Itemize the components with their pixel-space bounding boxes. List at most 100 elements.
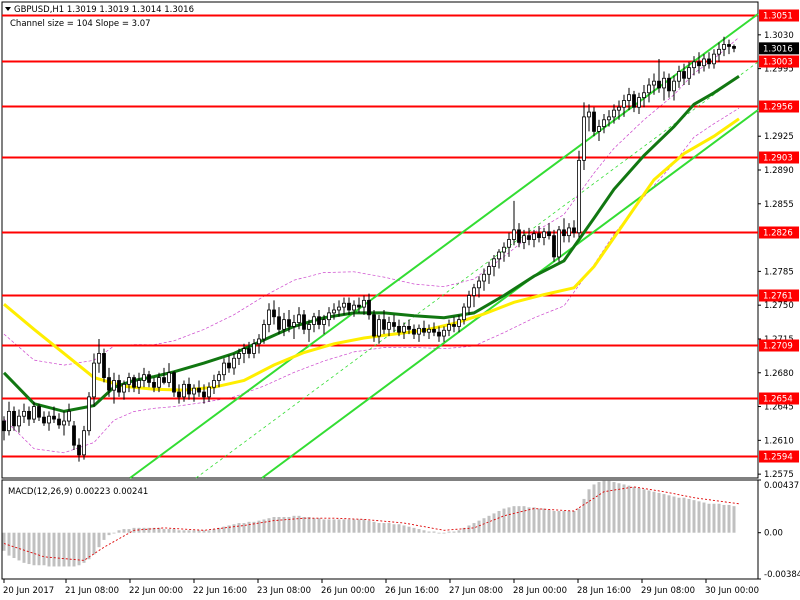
macd-histogram: [2, 480, 736, 567]
candle-body-bull: [612, 109, 616, 118]
candle-body-bull: [377, 319, 381, 337]
dropdown-triangle-icon[interactable]: [5, 7, 11, 11]
current-price-tag: [759, 42, 799, 55]
macd-bar: [157, 527, 161, 533]
level-price-tag: [759, 100, 799, 113]
candle-body-bull: [627, 94, 631, 101]
candle-body-bull: [312, 316, 316, 325]
macd-bar: [257, 520, 261, 533]
macd-bar: [657, 492, 661, 533]
level-price-label: 1.3051: [763, 12, 793, 22]
candle-body-bull: [442, 329, 446, 337]
macd-bar: [692, 500, 696, 533]
candle-body-bear: [287, 319, 291, 327]
candle-body-bull: [622, 100, 626, 108]
macd-bar: [577, 508, 581, 533]
macd-bar: [447, 531, 451, 533]
price-panel[interactable]: [1, 1, 759, 479]
macd-bar: [582, 498, 586, 533]
macd-bar: [467, 525, 471, 533]
macd-signal-path: [3, 486, 740, 561]
candle-body-bear: [27, 410, 31, 420]
price-tick-label: 1.2575: [764, 470, 794, 480]
candle-body-bear: [197, 387, 201, 393]
macd-bar: [662, 494, 666, 533]
candle-body-bull: [427, 328, 431, 333]
macd-tick-label: -0.00384: [764, 570, 800, 580]
candle-body-bull: [62, 420, 66, 426]
macd-bar: [32, 532, 36, 566]
candle-body-bull: [507, 239, 511, 248]
channel-lower-line: [261, 109, 759, 479]
candle-body-bull: [457, 319, 461, 327]
macd-bar: [22, 532, 26, 563]
candle-body-bear: [697, 61, 701, 67]
candle-body-bull: [112, 380, 116, 391]
time-tick-label: 28 Jun 16:00: [577, 586, 631, 596]
macd-bar: [567, 510, 571, 533]
candle-body-bull: [557, 229, 561, 258]
candle-body-bull: [222, 362, 226, 376]
price-panel-frame: [1, 1, 759, 479]
candle-body-bear: [72, 425, 76, 446]
time-tick-label: 29 Jun 08:00: [641, 586, 695, 596]
candle-body-bear: [657, 80, 661, 89]
candle-body-bear: [397, 326, 401, 333]
macd-bar: [637, 488, 641, 533]
macd-bar: [52, 532, 56, 567]
macd-tick-label: 0.00: [764, 529, 783, 539]
macd-bar: [417, 529, 421, 533]
candle-body-bull: [532, 233, 536, 240]
candle-body-bull: [472, 287, 476, 296]
candle-body-bear: [37, 406, 41, 418]
candle-body-bear: [12, 410, 16, 427]
candle-body-bull: [692, 61, 696, 69]
candle-body-bear: [412, 328, 416, 335]
candle-body-bull: [482, 273, 486, 282]
candle-body-bear: [732, 46, 736, 49]
macd-bar: [317, 518, 321, 533]
level-price-tag: [759, 392, 799, 405]
price-tick-label: 1.2750: [764, 301, 794, 311]
macd-bar: [272, 517, 276, 533]
candle-body-bear: [132, 377, 136, 388]
candle-body-bull: [702, 58, 706, 67]
macd-bar: [332, 519, 336, 533]
macd-bar: [522, 506, 526, 533]
candle-body-bear: [407, 326, 411, 330]
macd-bar: [592, 484, 596, 533]
candle-body-bull: [32, 406, 36, 420]
macd-bar: [557, 510, 561, 533]
macd-bar: [302, 517, 306, 533]
macd-bar: [367, 520, 371, 533]
candle-body-bull: [257, 338, 261, 345]
candle-body-bull: [597, 126, 601, 132]
level-price-tag: [759, 450, 799, 463]
macd-bar: [697, 501, 701, 533]
macd-bar: [687, 498, 691, 533]
level-price-label: 1.2594: [763, 453, 793, 463]
time-tick-label: 22 Jun 00:00: [129, 586, 183, 596]
macd-bar: [432, 531, 436, 533]
chart-title: GBPUSD,H1 1.3019 1.3019 1.3014 1.3016: [14, 5, 194, 15]
candle-body-bull: [662, 77, 666, 89]
macd-bar: [287, 517, 291, 533]
level-price-tag: [759, 289, 799, 302]
macd-bar: [572, 510, 576, 533]
level-price-label: 1.2826: [763, 229, 793, 239]
macd-bar: [97, 532, 101, 548]
candle-body-bear: [42, 416, 46, 424]
macd-panel[interactable]: MACD(12,26,9) 0.00223 0.00241: [1, 479, 759, 580]
level-price-label: 1.2903: [763, 154, 793, 164]
macd-bar: [172, 529, 176, 533]
candle-body-bear: [52, 415, 56, 420]
time-tick-label: 21 Jun 08:00: [65, 586, 119, 596]
candle-body-bull: [167, 372, 171, 383]
candle-body-bull: [157, 377, 161, 388]
macd-bar: [107, 532, 111, 536]
macd-bar: [87, 532, 91, 560]
macd-bar: [552, 510, 556, 533]
time-tick-label: 23 Jun 08:00: [257, 586, 311, 596]
macd-bar: [352, 519, 356, 533]
candle-body-bull: [252, 343, 256, 354]
